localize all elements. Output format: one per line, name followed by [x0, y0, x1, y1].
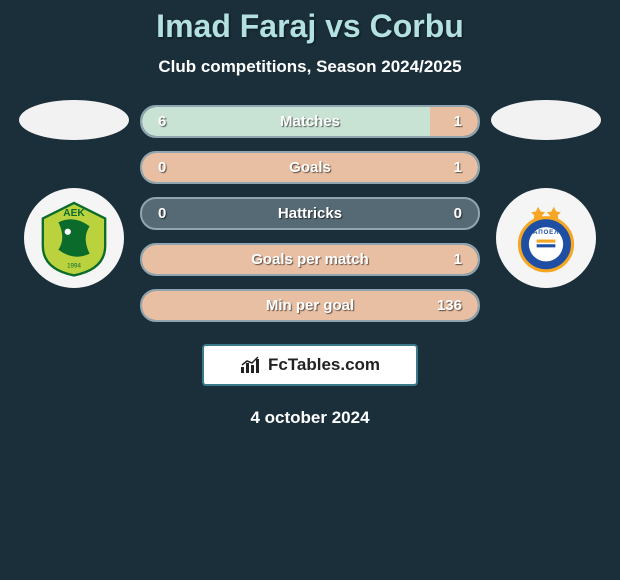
chart-icon	[240, 356, 262, 374]
page-title: Imad Faraj vs Corbu	[0, 8, 620, 45]
stat-row: 0Goals1	[140, 151, 480, 184]
stat-value-left: 6	[142, 113, 202, 130]
stat-label: Goals per match	[202, 251, 418, 268]
apoel-badge-icon: ΑΠΟΕΛ	[507, 199, 585, 277]
svg-text:1994: 1994	[67, 263, 81, 270]
stat-value-right: 136	[418, 297, 478, 314]
stat-value-left: 0	[142, 159, 202, 176]
right-player-silhouette	[491, 100, 601, 140]
svg-text:AEK: AEK	[63, 208, 85, 219]
stat-row: Min per goal136	[140, 289, 480, 322]
stat-label: Hattricks	[202, 205, 418, 222]
brand-badge: FcTables.com	[202, 344, 418, 386]
stat-value-left: 0	[142, 205, 202, 222]
subtitle: Club competitions, Season 2024/2025	[0, 57, 620, 77]
svg-text:ΑΠΟΕΛ: ΑΠΟΕΛ	[533, 229, 559, 236]
right-player-column: ΑΠΟΕΛ	[486, 105, 606, 288]
stat-row: 0Hattricks0	[140, 197, 480, 230]
stat-label: Goals	[202, 159, 418, 176]
aek-badge-icon: AEK 1994	[35, 199, 113, 277]
stat-row: 6Matches1	[140, 105, 480, 138]
date-label: 4 october 2024	[0, 408, 620, 428]
stats-list: 6Matches10Goals10Hattricks0Goals per mat…	[140, 105, 480, 322]
brand-label: FcTables.com	[268, 355, 380, 375]
stat-value-right: 0	[418, 205, 478, 222]
left-player-silhouette	[19, 100, 129, 140]
stat-value-right: 1	[418, 159, 478, 176]
right-team-badge: ΑΠΟΕΛ	[496, 188, 596, 288]
stat-label: Matches	[202, 113, 418, 130]
stat-row: Goals per match1	[140, 243, 480, 276]
stat-value-right: 1	[418, 113, 478, 130]
stat-label: Min per goal	[202, 297, 418, 314]
left-player-column: AEK 1994	[14, 105, 134, 288]
stat-value-right: 1	[418, 251, 478, 268]
left-team-badge: AEK 1994	[24, 188, 124, 288]
